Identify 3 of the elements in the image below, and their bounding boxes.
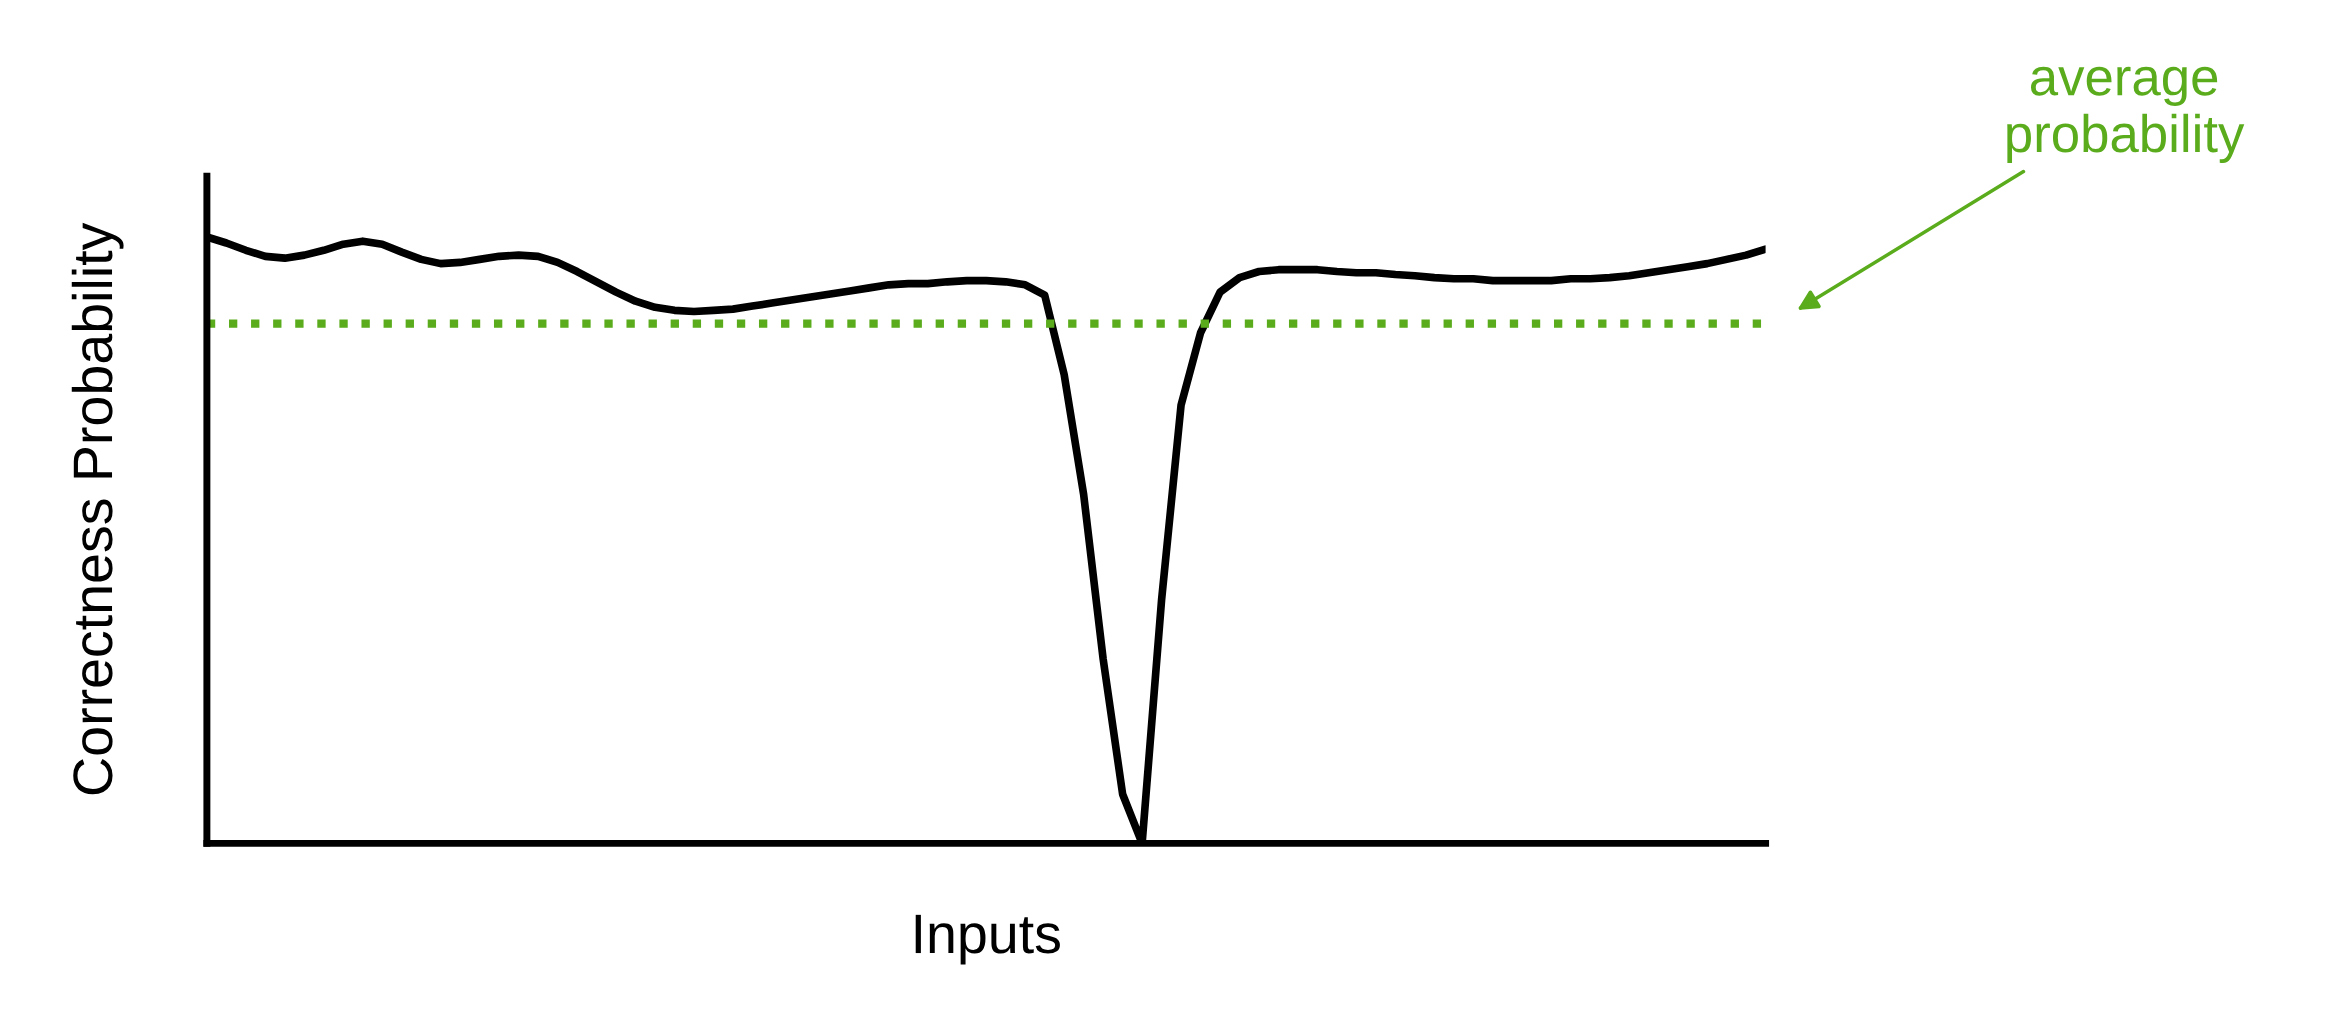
text: average probability: [2007, 66, 2245, 163]
y-axis-title: Correctness Probability: [71, 222, 124, 795]
x-axis-title: Inputs: [915, 914, 1060, 965]
